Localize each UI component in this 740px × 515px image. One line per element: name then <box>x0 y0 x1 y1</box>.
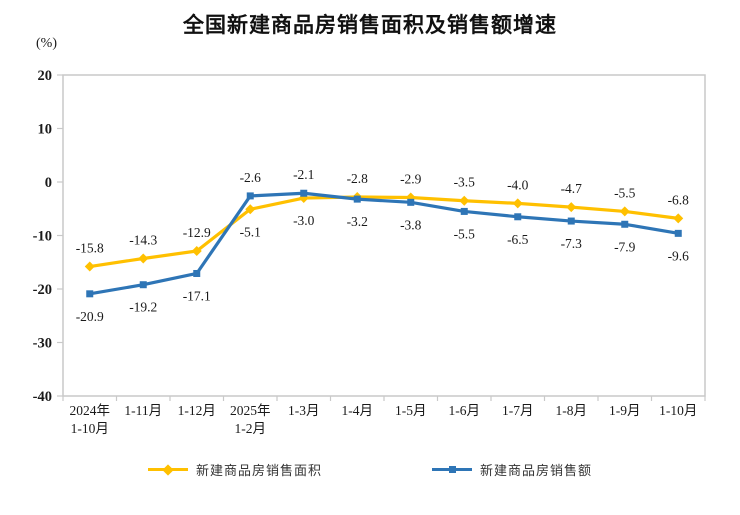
data-label: -2.9 <box>400 172 422 187</box>
data-label: -14.3 <box>129 233 157 248</box>
data-label: -6.5 <box>507 232 529 247</box>
legend-item-sales-amount: 新建商品房销售额 <box>432 460 592 479</box>
y-tick-label: -10 <box>33 229 52 245</box>
legend-label-sales-amount: 新建商品房销售额 <box>480 463 593 478</box>
marker-square <box>86 290 94 298</box>
marker-diamond <box>673 213 684 224</box>
data-label: -2.8 <box>347 171 369 186</box>
marker-diamond <box>459 195 470 206</box>
data-label: -15.8 <box>76 241 104 256</box>
sales-area-line-diamond-icon <box>147 463 188 476</box>
x-axis-label: 1-11月 <box>124 403 162 418</box>
x-axis-label: 1-9月 <box>609 403 641 418</box>
marker-diamond <box>619 206 630 217</box>
data-label: -3.2 <box>347 214 368 229</box>
x-axis-label: 1-7月 <box>502 403 534 418</box>
marker-diamond <box>512 198 523 209</box>
chart-title: 全国新建商品房销售面积及销售额增速 <box>183 14 557 37</box>
series-line-0 <box>88 195 680 269</box>
data-label: -20.9 <box>76 309 104 324</box>
data-label: -3.8 <box>400 217 422 232</box>
legend-label-sales-area: 新建商品房销售面积 <box>195 463 322 478</box>
y-axis-unit-label: (%) <box>36 36 57 51</box>
legend-item-sales-area: 新建商品房销售面积 <box>147 460 322 479</box>
sales-amount-line-square-icon <box>432 465 472 475</box>
marker-square <box>139 281 147 289</box>
x-axis-label: 1-4月 <box>342 403 374 418</box>
x-axis-label: 1-12月 <box>178 403 216 418</box>
y-tick-label: -40 <box>33 389 52 405</box>
data-label: -6.8 <box>668 192 690 207</box>
y-tick-label: 10 <box>38 122 53 138</box>
data-label: -5.5 <box>454 226 476 241</box>
x-axis-label: 1-8月 <box>556 403 588 418</box>
marker-square <box>353 195 361 203</box>
data-label: -2.6 <box>240 170 262 185</box>
marker-diamond <box>245 204 256 215</box>
x-axis-label: 1-6月 <box>449 403 481 418</box>
data-label: -9.6 <box>668 248 690 263</box>
marker-square <box>460 207 468 215</box>
marker-diamond <box>84 261 95 272</box>
series-line-1 <box>88 191 680 296</box>
data-label: -12.9 <box>183 225 211 240</box>
data-label: -19.2 <box>129 300 157 315</box>
x-axis-label: 1-2月 <box>235 421 267 436</box>
x-axis-label: 2025年 <box>230 403 271 418</box>
x-axis-label: 1-3月 <box>288 403 320 418</box>
marker-diamond <box>191 246 202 257</box>
marker-square <box>567 217 575 225</box>
y-tick-label: 0 <box>45 175 52 191</box>
y-tick-label: -20 <box>33 282 52 298</box>
plot-area: 20 10 0 -10 -20 -30 -40 2024年 1-10月 1-11月 1-12月 202… <box>33 68 706 436</box>
marker-square <box>246 192 254 200</box>
data-label: -5.1 <box>240 224 261 239</box>
data-label: -5.5 <box>614 185 636 200</box>
marker-square <box>674 229 682 237</box>
marker-square <box>514 213 522 221</box>
y-tick-label: -30 <box>33 336 52 352</box>
x-axis-label: 1-10月 <box>659 403 697 418</box>
y-tick-label: 20 <box>38 68 53 84</box>
data-label: -7.9 <box>614 239 636 254</box>
data-label: -17.1 <box>183 288 211 303</box>
x-axis-label: 1-5月 <box>395 403 427 418</box>
data-label: -4.0 <box>507 177 529 192</box>
legend: 新建商品房销售面积 新建商品房销售额 <box>0 460 740 479</box>
marker-square <box>407 198 415 206</box>
data-label: -3.5 <box>454 175 476 190</box>
marker-square <box>300 189 308 197</box>
marker-diamond <box>138 253 149 264</box>
data-label: -4.7 <box>561 181 583 196</box>
x-axis-label: 2024年 <box>70 403 111 418</box>
data-label: -3.0 <box>293 213 315 228</box>
x-axis-label: 1-10月 <box>71 421 109 436</box>
marker-square <box>621 220 629 228</box>
marker-square <box>193 269 201 277</box>
marker-diamond <box>566 202 577 213</box>
data-label: -2.1 <box>293 167 314 182</box>
data-label: -7.3 <box>561 236 583 251</box>
plot-border <box>62 74 706 397</box>
